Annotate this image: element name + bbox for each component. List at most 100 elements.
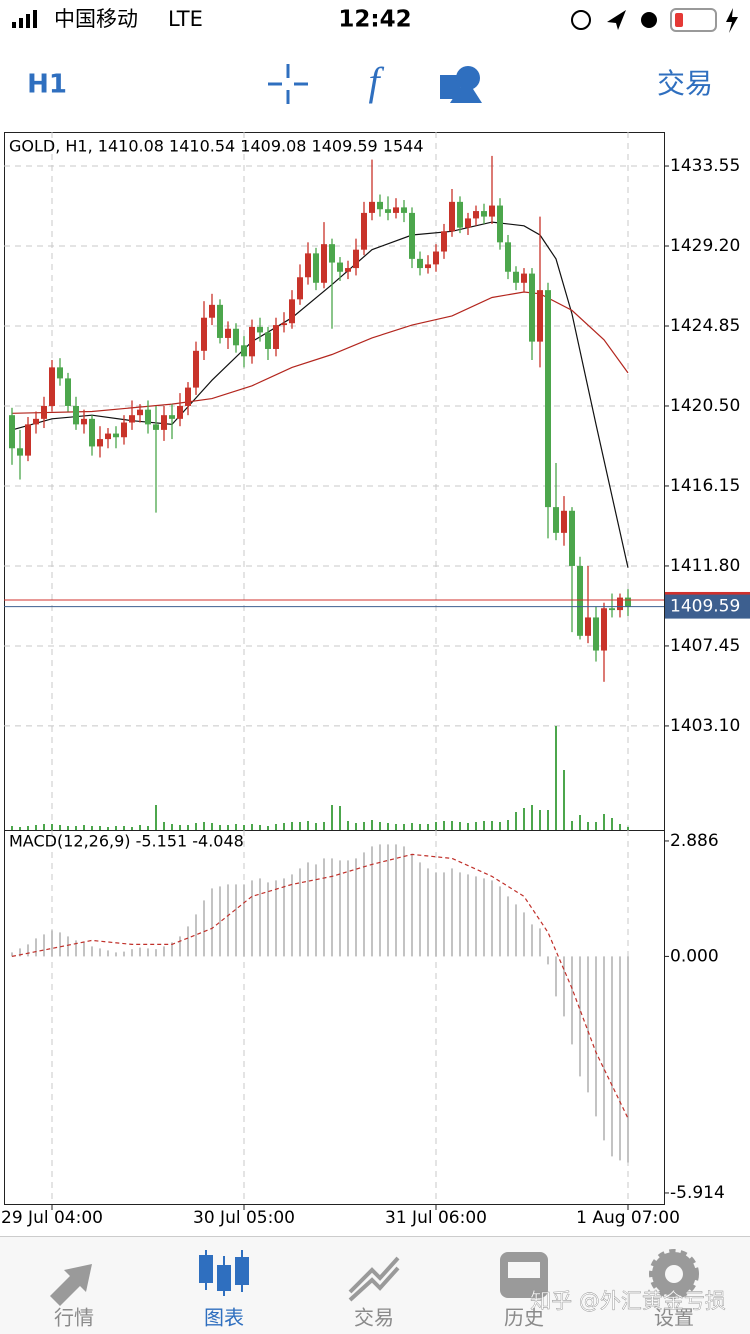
tab-settings-icon[interactable] bbox=[649, 1249, 699, 1299]
candle-body bbox=[201, 317, 207, 351]
status-icons bbox=[571, 8, 738, 33]
candle-body bbox=[537, 290, 543, 342]
y-tick-label: 1407.45 bbox=[670, 636, 740, 656]
candle-body bbox=[521, 273, 527, 283]
candle-body bbox=[225, 328, 231, 338]
tab-trade-icon[interactable] bbox=[348, 1256, 400, 1302]
candle-body bbox=[529, 273, 535, 342]
candle-body bbox=[289, 299, 295, 324]
y-tick-label: 1424.85 bbox=[670, 316, 740, 336]
candle-body bbox=[209, 304, 215, 318]
candle-body bbox=[401, 207, 407, 213]
candle-body bbox=[361, 212, 367, 250]
candle-body bbox=[113, 433, 119, 438]
candle-body bbox=[281, 323, 287, 326]
candle-body bbox=[345, 268, 351, 272]
tab-label[interactable]: 图表 bbox=[204, 1306, 244, 1330]
candle-body bbox=[425, 264, 431, 269]
candle-body bbox=[369, 201, 375, 213]
candle-body bbox=[393, 207, 399, 213]
candle-body bbox=[121, 422, 127, 438]
x-tick-label: 30 Jul 05:00 bbox=[193, 1208, 295, 1228]
trade-button[interactable]: 交易 bbox=[657, 67, 713, 100]
candle-body bbox=[513, 271, 519, 283]
tab-chart-icon[interactable] bbox=[199, 1250, 249, 1296]
candle-body bbox=[433, 251, 439, 265]
x-tick-label: 1 Aug 07:00 bbox=[576, 1208, 680, 1228]
tab-label[interactable]: 行情 bbox=[54, 1306, 94, 1330]
tab-label[interactable]: 设置 bbox=[654, 1306, 694, 1330]
candle-body bbox=[489, 205, 495, 217]
moving-average bbox=[11, 221, 629, 568]
candle-body bbox=[321, 244, 327, 283]
plot: 1433.55 1429.20 1424.85 1420.50 1416.15 1411.… bbox=[1, 132, 750, 1228]
candle-body bbox=[337, 262, 343, 272]
clock: 12:42 bbox=[338, 7, 411, 33]
candle-body bbox=[297, 277, 303, 300]
tab-label[interactable]: 历史 bbox=[504, 1306, 544, 1330]
objects-button[interactable] bbox=[440, 66, 482, 103]
watermark: 知乎 @外汇黄金亏损 bbox=[530, 1289, 726, 1313]
candle-body bbox=[233, 328, 239, 346]
candle-body bbox=[409, 212, 415, 259]
candle-body bbox=[313, 253, 319, 283]
y-tick-label: 2.886 bbox=[670, 831, 719, 851]
candle-body bbox=[153, 424, 159, 430]
y-tick-label: 1411.80 bbox=[670, 556, 740, 576]
y-tick-label: 1433.55 bbox=[670, 156, 740, 176]
chart-frame bbox=[4, 132, 665, 1205]
timeframe-button[interactable]: H1 bbox=[27, 70, 67, 100]
candle-body bbox=[609, 608, 615, 611]
candle-body bbox=[41, 405, 47, 419]
candle-body bbox=[601, 608, 607, 651]
candle-body bbox=[385, 209, 391, 213]
indicator-title: MACD(12,26,9) -5.151 -4.048 bbox=[9, 832, 244, 851]
y-tick-label: 1416.15 bbox=[670, 476, 740, 496]
candle-body bbox=[49, 367, 55, 406]
candle-body bbox=[481, 211, 487, 217]
candle-body bbox=[497, 205, 503, 243]
candle-body bbox=[505, 242, 511, 272]
candle-body bbox=[9, 415, 15, 449]
candle-body bbox=[73, 405, 79, 425]
candle-body bbox=[441, 231, 447, 252]
y-tick-label: 1429.20 bbox=[670, 236, 740, 256]
candle-body bbox=[273, 325, 279, 349]
candle-body bbox=[265, 332, 271, 349]
moving-average bbox=[11, 291, 629, 414]
candle-body bbox=[585, 617, 591, 636]
candle-body bbox=[465, 218, 471, 228]
candle-body bbox=[593, 617, 599, 651]
y-tick-label: -5.914 bbox=[670, 1183, 725, 1203]
candle-body bbox=[137, 409, 143, 416]
candle-body bbox=[177, 405, 183, 419]
candle-body bbox=[353, 249, 359, 269]
x-tick-label: 31 Jul 06:00 bbox=[385, 1208, 487, 1228]
candle-body bbox=[249, 326, 255, 357]
candle-body bbox=[65, 378, 71, 406]
candle-body bbox=[553, 507, 559, 533]
crosshair-button[interactable] bbox=[268, 64, 308, 104]
indicators-button[interactable]: f bbox=[368, 59, 384, 104]
candle-body bbox=[625, 597, 631, 607]
candle-body bbox=[473, 211, 479, 219]
x-tick-label: 29 Jul 04:00 bbox=[1, 1208, 103, 1228]
chart-title: GOLD, H1, 1410.08 1410.54 1409.08 1409.5… bbox=[9, 137, 424, 156]
candle-body bbox=[97, 439, 103, 447]
candle-body bbox=[569, 510, 575, 566]
candle-body bbox=[17, 448, 23, 456]
candle-body bbox=[577, 565, 583, 636]
tab-label[interactable]: 交易 bbox=[354, 1306, 394, 1330]
candle-body bbox=[417, 258, 423, 269]
tab-quotes-icon[interactable] bbox=[50, 1264, 92, 1306]
carrier: 中国移动 bbox=[54, 7, 138, 31]
candle-body bbox=[449, 201, 455, 232]
candle-body bbox=[329, 244, 335, 263]
y-tick-label: 1420.50 bbox=[670, 396, 740, 416]
bid-label-box bbox=[665, 594, 750, 619]
signal-line bbox=[11, 853, 629, 1119]
tab-history-icon[interactable] bbox=[500, 1252, 548, 1298]
candle-body bbox=[305, 253, 311, 278]
candle-body bbox=[89, 418, 95, 447]
